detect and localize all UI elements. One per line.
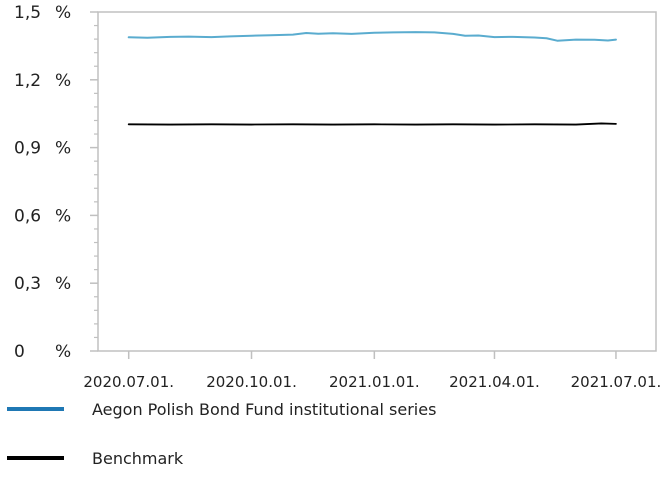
series-line-benchmark (127, 122, 617, 126)
y-tick-unit: % (55, 274, 71, 294)
x-tick-label: 2021.04.01. (449, 373, 540, 391)
y-tick-unit: % (55, 3, 71, 23)
y-tick-label: 0,3 (14, 274, 41, 294)
x-axis: 2020.07.01. 2020.10.01. 2021.01.01. 2021.04… (83, 351, 661, 391)
x-tick-label: 2020.10.01. (206, 373, 297, 391)
y-axis: 0 % 0,3 % 0,6 % 0,9 % 1,2 % 1,5% (14, 3, 98, 362)
y-tick-unit: % (55, 71, 71, 91)
y-tick-label: 1,2 (14, 71, 41, 91)
plot-frame (97, 11, 657, 352)
y-tick-label: 0,6 (14, 206, 41, 226)
x-tick-label: 2021.01.01. (329, 373, 420, 391)
y-tick-label: 1,5 (14, 3, 41, 23)
y-tick-unit: % (55, 206, 71, 226)
legend-label: Aegon Polish Bond Fund institutional ser… (92, 400, 436, 419)
legend-label: Benchmark (92, 449, 184, 468)
x-tick-label: 2020.07.01. (83, 373, 174, 391)
plot-area-border (97, 11, 657, 352)
y-tick-unit: % (55, 139, 71, 159)
y-tick-label: 0 (14, 342, 25, 362)
legend: Aegon Polish Bond Fund institutional ser… (7, 400, 436, 468)
y-minor-ticks (94, 24, 98, 339)
series-layer (127, 31, 617, 126)
y-tick-label: 0,9 (14, 139, 41, 159)
y-tick-unit: % (55, 342, 71, 362)
x-tick-label: 2021.07.01. (571, 373, 662, 391)
series-line-fund (127, 31, 617, 42)
